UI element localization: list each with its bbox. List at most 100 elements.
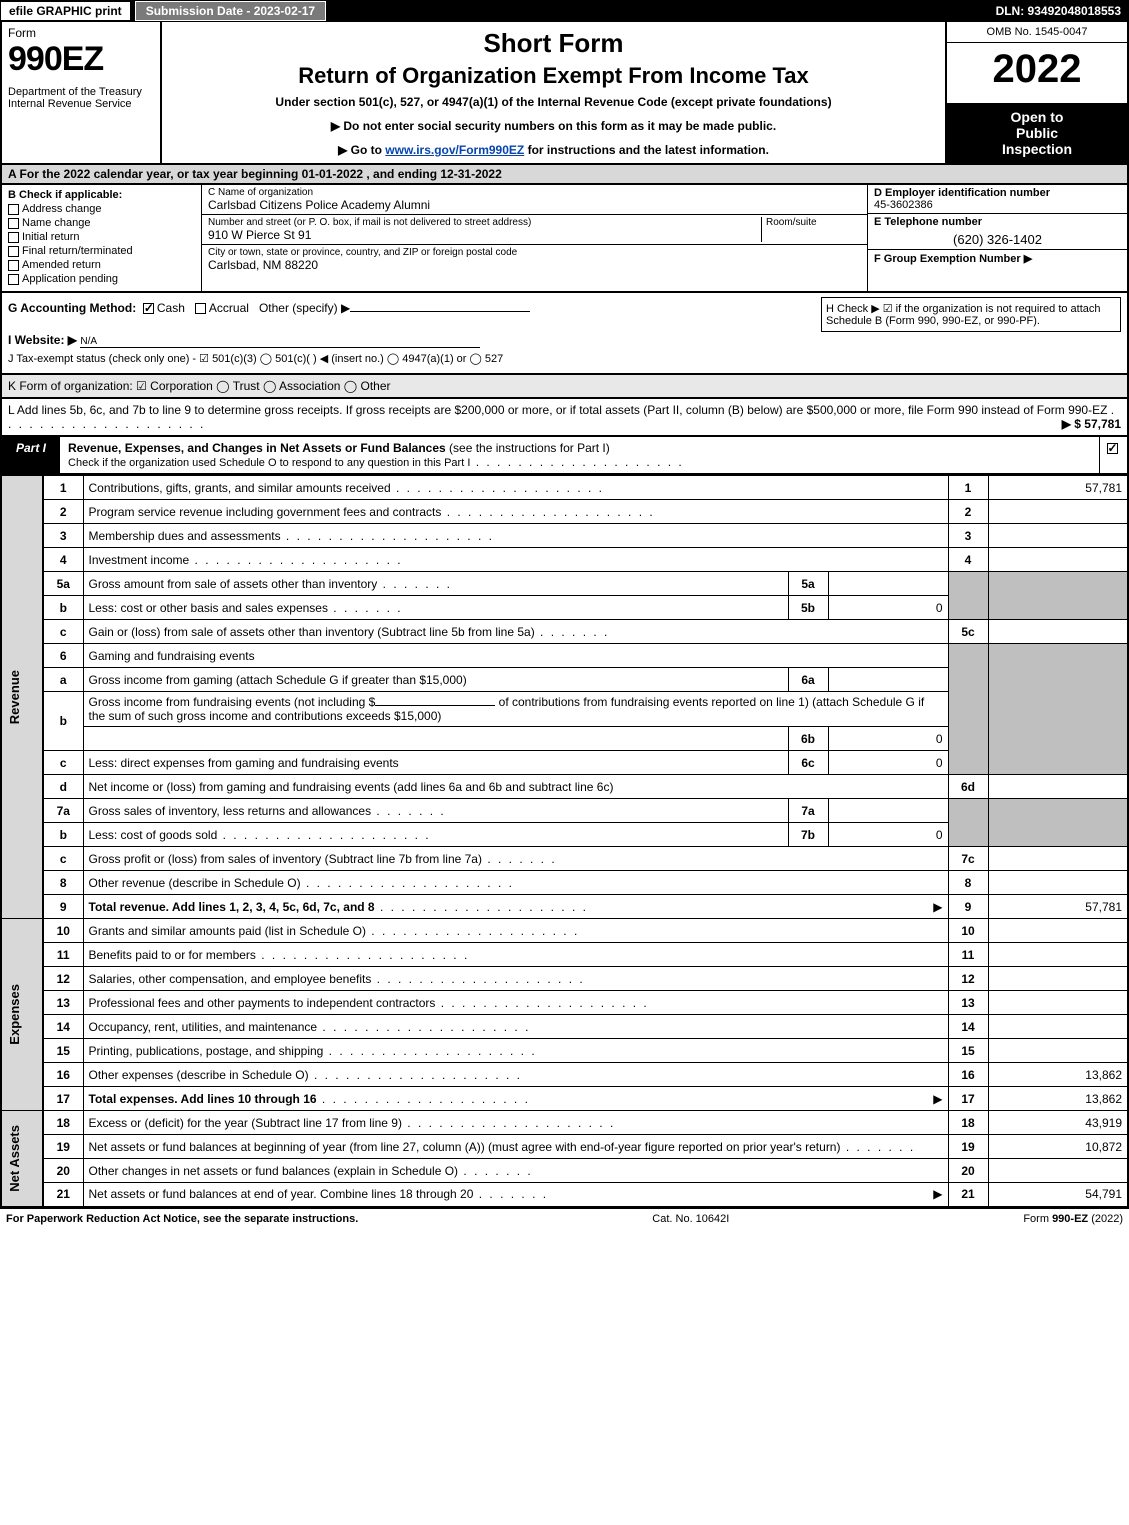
tax-year: 2022 — [947, 43, 1127, 96]
phone-cell: E Telephone number (620) 326-1402 — [868, 214, 1127, 250]
website-value: N/A — [80, 336, 97, 347]
catalog-number: Cat. No. 10642I — [652, 1213, 729, 1225]
short-form-title: Short Form — [170, 28, 937, 59]
ein-cell: D Employer identification number 45-3602… — [868, 185, 1127, 214]
dln-label: DLN: 93492048018553 — [996, 4, 1129, 18]
section-h: H Check ▶ ☑ if the organization is not r… — [821, 297, 1121, 332]
netassets-sidelabel: Net Assets — [7, 1125, 22, 1192]
form-header: Form 990EZ Department of the Treasury In… — [0, 22, 1129, 165]
chk-final-return[interactable]: Final return/terminated — [8, 245, 195, 257]
line-10: Expenses 10Grants and similar amounts pa… — [1, 919, 1128, 943]
line-12: 12Salaries, other compensation, and empl… — [1, 967, 1128, 991]
chk-initial-return[interactable]: Initial return — [8, 231, 195, 243]
section-ghij: H Check ▶ ☑ if the organization is not r… — [0, 293, 1129, 375]
irs-link[interactable]: www.irs.gov/Form990EZ — [385, 143, 524, 157]
expenses-sidelabel: Expenses — [7, 984, 22, 1045]
line-21: 21Net assets or fund balances at end of … — [1, 1183, 1128, 1207]
revenue-sidelabel: Revenue — [7, 670, 22, 724]
part1-header: Part I Revenue, Expenses, and Changes in… — [0, 437, 1129, 475]
inspect-line1: Open to — [951, 109, 1123, 125]
form-subtitle: Under section 501(c), 527, or 4947(a)(1)… — [170, 95, 937, 109]
line-6: 6Gaming and fundraising events — [1, 644, 1128, 668]
city-label: City or town, state or province, country… — [208, 247, 861, 258]
submission-date-badge: Submission Date - 2023-02-17 — [135, 1, 326, 21]
chk-address-change[interactable]: Address change — [8, 203, 195, 215]
line-17: 17Total expenses. Add lines 10 through 1… — [1, 1087, 1128, 1111]
line-20: 20Other changes in net assets or fund ba… — [1, 1159, 1128, 1183]
address-value: 910 W Pierce St 91 — [208, 228, 761, 242]
section-def: D Employer identification number 45-3602… — [867, 185, 1127, 291]
part1-subtitle: Check if the organization used Schedule … — [68, 457, 470, 469]
line-4: 4Investment income4 — [1, 548, 1128, 572]
section-i: I Website: ▶ N/A — [8, 333, 1121, 348]
line-14: 14Occupancy, rent, utilities, and mainte… — [1, 1015, 1128, 1039]
open-to-public: Open to Public Inspection — [947, 103, 1127, 163]
efile-button[interactable]: efile GRAPHIC print — [0, 1, 131, 21]
goto-suffix: for instructions and the latest informat… — [524, 143, 769, 157]
line-5c: cGain or (loss) from sale of assets othe… — [1, 620, 1128, 644]
line-18: Net Assets 18Excess or (deficit) for the… — [1, 1111, 1128, 1135]
line-9: 9Total revenue. Add lines 1, 2, 3, 4, 5c… — [1, 895, 1128, 919]
chk-cash[interactable] — [143, 303, 154, 314]
part1-schedule-o-check[interactable] — [1099, 437, 1127, 473]
ein-value: 45-3602386 — [874, 199, 1121, 211]
website-label: I Website: ▶ — [8, 333, 77, 347]
part1-table: Revenue 1Contributions, gifts, grants, a… — [0, 475, 1129, 1208]
line-13: 13Professional fees and other payments t… — [1, 991, 1128, 1015]
city-value: Carlsbad, NM 88220 — [208, 258, 861, 272]
omb-number: OMB No. 1545-0047 — [947, 22, 1127, 43]
section-j: J Tax-exempt status (check only one) - ☑… — [8, 352, 1121, 365]
form-word: Form — [8, 26, 154, 40]
chk-amended-return[interactable]: Amended return — [8, 259, 195, 271]
other-specify: Other (specify) ▶ — [259, 301, 350, 315]
org-name-label: C Name of organization — [208, 187, 861, 198]
org-name-cell: C Name of organization Carlsbad Citizens… — [202, 185, 867, 215]
line-11: 11Benefits paid to or for members11 — [1, 943, 1128, 967]
phone-label: E Telephone number — [874, 216, 1121, 228]
line-7a: 7aGross sales of inventory, less returns… — [1, 799, 1128, 823]
section-b: B Check if applicable: Address change Na… — [2, 185, 202, 291]
chk-name-change[interactable]: Name change — [8, 217, 195, 229]
header-left: Form 990EZ Department of the Treasury In… — [2, 22, 162, 163]
other-specify-input[interactable] — [350, 311, 530, 312]
page-footer: For Paperwork Reduction Act Notice, see … — [0, 1208, 1129, 1229]
instructions-link-row: ▶ Go to www.irs.gov/Form990EZ for instru… — [170, 143, 937, 157]
phone-value: (620) 326-1402 — [874, 228, 1121, 247]
chk-accrual[interactable] — [195, 303, 206, 314]
group-exemption-label: F Group Exemption Number ▶ — [874, 252, 1121, 265]
identity-block: B Check if applicable: Address change Na… — [0, 185, 1129, 293]
section-b-label: B Check if applicable: — [8, 189, 195, 201]
form-title: Return of Organization Exempt From Incom… — [170, 63, 937, 89]
line-6d: dNet income or (loss) from gaming and fu… — [1, 775, 1128, 799]
line-7c: cGross profit or (loss) from sales of in… — [1, 847, 1128, 871]
inspect-line3: Inspection — [951, 141, 1123, 157]
section-c: C Name of organization Carlsbad Citizens… — [202, 185, 867, 291]
form-ref: Form 990-EZ (2022) — [1023, 1213, 1123, 1225]
room-label: Room/suite — [766, 217, 861, 228]
line-1: Revenue 1Contributions, gifts, grants, a… — [1, 476, 1128, 500]
line-3: 3Membership dues and assessments3 — [1, 524, 1128, 548]
section-l: L Add lines 5b, 6c, and 7b to line 9 to … — [0, 399, 1129, 437]
group-exemption-cell: F Group Exemption Number ▶ — [868, 250, 1127, 291]
line-8: 8Other revenue (describe in Schedule O)8 — [1, 871, 1128, 895]
address-row: Number and street (or P. O. box, if mail… — [202, 215, 867, 245]
part1-title: Revenue, Expenses, and Changes in Net As… — [60, 437, 1099, 473]
goto-prefix: ▶ Go to — [338, 143, 385, 157]
row-a-tax-year: A For the 2022 calendar year, or tax yea… — [0, 165, 1129, 185]
line-2: 2Program service revenue including gover… — [1, 500, 1128, 524]
line-5a: 5aGross amount from sale of assets other… — [1, 572, 1128, 596]
section-k: K Form of organization: ☑ Corporation ◯ … — [0, 375, 1129, 399]
paperwork-notice: For Paperwork Reduction Act Notice, see … — [6, 1213, 358, 1225]
line-16: 16Other expenses (describe in Schedule O… — [1, 1063, 1128, 1087]
line-15: 15Printing, publications, postage, and s… — [1, 1039, 1128, 1063]
chk-application-pending[interactable]: Application pending — [8, 273, 195, 285]
header-center: Short Form Return of Organization Exempt… — [162, 22, 947, 163]
accounting-method-label: G Accounting Method: — [8, 301, 136, 315]
ein-label: D Employer identification number — [874, 187, 1121, 199]
section-l-text: L Add lines 5b, 6c, and 7b to line 9 to … — [8, 403, 1107, 417]
part1-badge: Part I — [2, 437, 60, 473]
city-cell: City or town, state or province, country… — [202, 245, 867, 274]
inspect-line2: Public — [951, 125, 1123, 141]
contrib-input[interactable] — [375, 705, 495, 706]
top-bar: efile GRAPHIC print Submission Date - 20… — [0, 0, 1129, 22]
